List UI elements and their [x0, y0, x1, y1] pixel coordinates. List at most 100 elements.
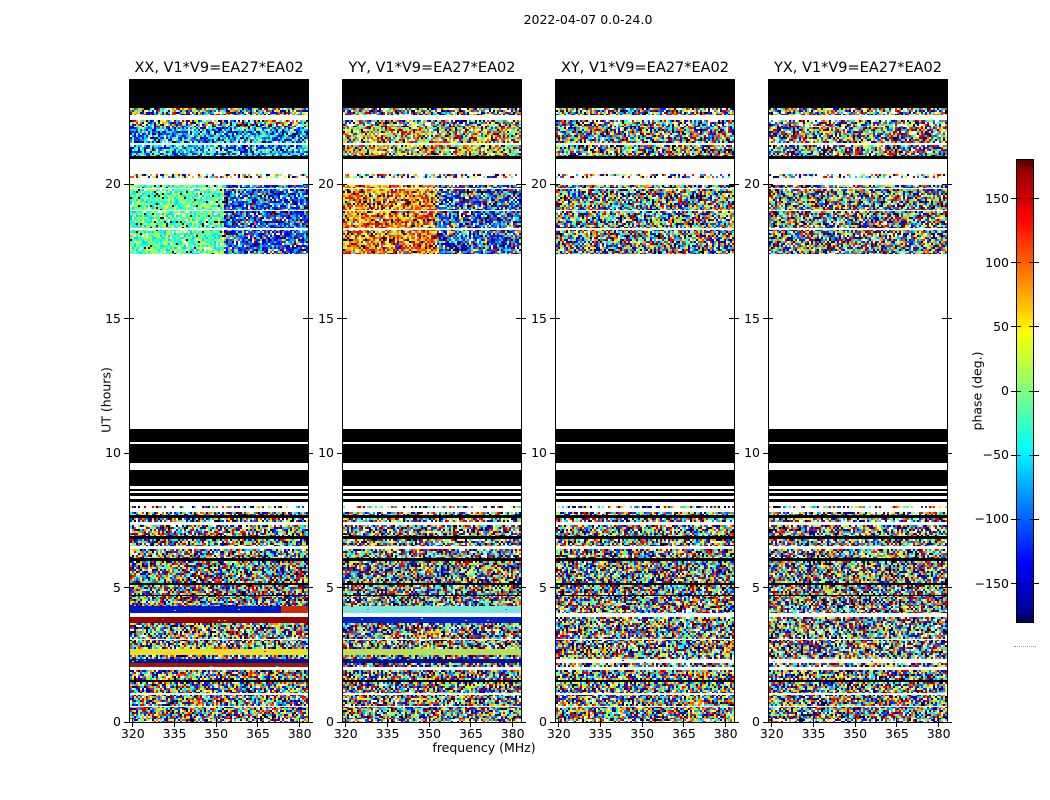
y-tick-mark — [729, 721, 739, 723]
x-tick-mark — [725, 718, 727, 727]
heatmap-canvas-xy — [556, 80, 734, 722]
colorbar-tick-mark — [1011, 262, 1021, 264]
x-tick-label: 320 — [333, 726, 358, 741]
y-tick-mark — [550, 183, 560, 185]
x-tick-label: 320 — [759, 726, 784, 741]
colorbar-tick-label: −50 — [982, 447, 1009, 463]
y-tick-label: 20 — [531, 176, 547, 192]
y-tick-mark — [729, 587, 739, 589]
x-tick-label: 380 — [713, 726, 738, 741]
y-tick-mark — [942, 721, 952, 723]
colorbar-tick-mark — [1011, 454, 1021, 456]
colorbar-tick-mark — [1029, 198, 1039, 199]
panel-yx — [768, 79, 948, 723]
panel-title-xx: XX, V1*V9=EA27*EA02 — [134, 60, 304, 76]
x-tick-mark — [132, 718, 134, 727]
y-tick-mark — [303, 721, 313, 723]
colorbar-canvas — [1017, 160, 1033, 622]
colorbar-tick-mark — [1029, 390, 1039, 392]
colorbar-tick-label: −100 — [974, 511, 1009, 527]
y-tick-mark — [516, 318, 526, 320]
x-tick-label: 350 — [630, 726, 655, 741]
heatmap-canvas-yy — [343, 80, 521, 722]
y-tick-label: 5 — [326, 579, 334, 595]
x-tick-label: 335 — [162, 726, 187, 741]
y-tick-label: 5 — [113, 579, 121, 595]
y-tick-mark — [550, 721, 560, 723]
colorbar-tick-label: 0 — [1001, 383, 1009, 398]
y-tick-label: 5 — [752, 579, 760, 595]
x-tick-mark — [428, 718, 430, 727]
panel-title-yx: YX, V1*V9=EA27*EA02 — [773, 60, 942, 76]
y-tick-mark — [763, 587, 773, 589]
y-tick-mark — [763, 452, 773, 454]
y-tick-label: 0 — [539, 714, 547, 729]
y-tick-mark — [763, 183, 773, 185]
x-tick-mark — [641, 718, 643, 727]
y-tick-mark — [942, 452, 952, 454]
colorbar-tick-mark — [1029, 262, 1039, 264]
x-tick-label: 365 — [459, 726, 483, 741]
y-tick-mark — [337, 587, 347, 589]
y-tick-label: 0 — [326, 714, 334, 729]
panel-title-yy: YY, V1*V9=EA27*EA02 — [348, 60, 516, 76]
y-tick-label: 15 — [744, 310, 760, 326]
y-tick-mark — [124, 721, 134, 723]
y-tick-mark — [303, 587, 313, 589]
y-tick-label: 5 — [539, 579, 547, 595]
x-tick-mark — [470, 718, 472, 727]
x-tick-mark — [896, 718, 898, 727]
x-axis-label: frequency (MHz) — [432, 740, 536, 755]
x-tick-mark — [215, 718, 217, 727]
x-tick-label: 365 — [885, 726, 909, 741]
x-tick-mark — [854, 718, 856, 727]
y-tick-mark — [516, 721, 526, 723]
figure-title: 2022-04-07 0.0-24.0 — [523, 12, 653, 27]
y-tick-mark — [337, 721, 347, 723]
x-tick-label: 380 — [287, 726, 312, 741]
x-tick-mark — [683, 718, 685, 727]
colorbar-tick-label: 100 — [985, 254, 1009, 270]
x-tick-mark — [257, 718, 259, 727]
y-tick-mark — [124, 183, 134, 185]
y-tick-label: 20 — [744, 176, 760, 192]
colorbar-bottom-dotted-line — [1014, 646, 1036, 647]
y-tick-mark — [942, 587, 952, 589]
x-tick-label: 335 — [588, 726, 613, 741]
heatmap-canvas-yx — [769, 80, 947, 722]
y-tick-mark — [550, 318, 560, 320]
colorbar-tick-mark — [1011, 390, 1021, 392]
y-tick-mark — [337, 183, 347, 185]
x-tick-label: 380 — [500, 726, 525, 741]
x-tick-label: 335 — [801, 726, 826, 741]
y-tick-mark — [729, 183, 739, 185]
y-tick-label: 15 — [105, 310, 121, 326]
panel-yy — [342, 79, 522, 723]
y-tick-mark — [337, 318, 347, 320]
x-tick-mark — [345, 718, 347, 727]
colorbar-tick-mark — [1029, 454, 1039, 456]
y-tick-mark — [303, 452, 313, 454]
colorbar-tick-mark — [1011, 326, 1021, 328]
colorbar-tick-mark — [1029, 326, 1039, 328]
y-tick-label: 0 — [752, 714, 760, 729]
x-tick-mark — [771, 718, 773, 727]
y-tick-mark — [124, 587, 134, 589]
panel-title-xy: XY, V1*V9=EA27*EA02 — [560, 60, 729, 76]
y-tick-label: 20 — [105, 176, 121, 192]
y-tick-mark — [516, 452, 526, 454]
y-tick-label: 20 — [318, 176, 334, 192]
y-tick-mark — [550, 587, 560, 589]
panel-xy — [555, 79, 735, 723]
y-tick-mark — [729, 318, 739, 320]
colorbar-tick-mark — [1011, 518, 1021, 520]
x-tick-mark — [299, 718, 301, 727]
x-tick-label: 335 — [375, 726, 400, 741]
y-tick-label: 15 — [318, 310, 334, 326]
y-tick-mark — [516, 587, 526, 589]
x-tick-label: 365 — [672, 726, 696, 741]
colorbar-tick-label: 50 — [993, 318, 1009, 334]
y-tick-mark — [337, 452, 347, 454]
y-tick-mark — [729, 452, 739, 454]
